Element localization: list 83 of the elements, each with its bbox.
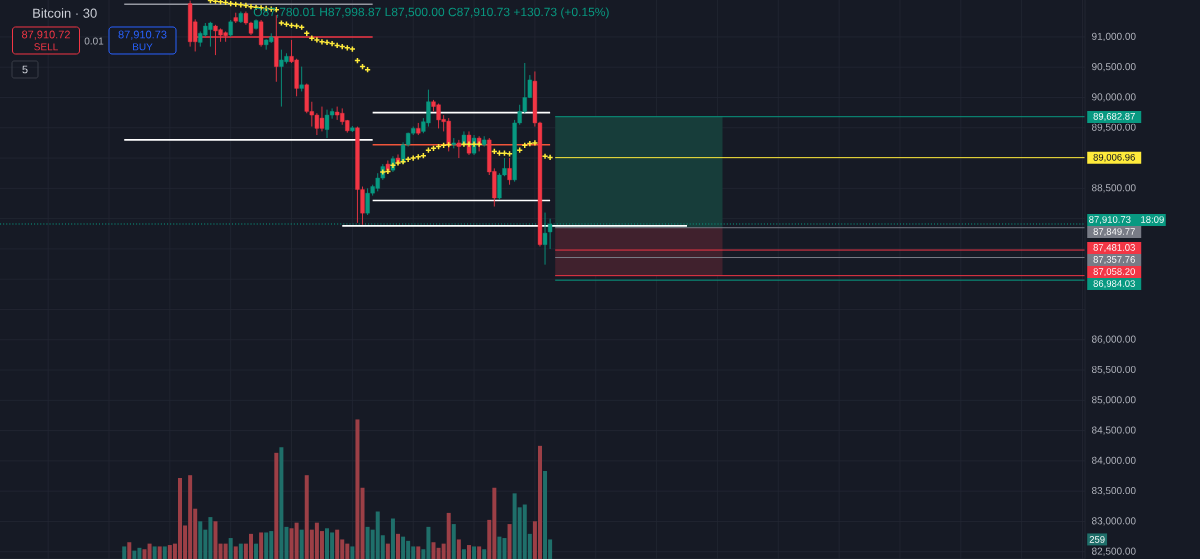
bar xyxy=(477,546,482,559)
bar xyxy=(335,529,340,559)
y-tick-label: 83,500.00 xyxy=(1091,487,1136,496)
text: Bitcoin · 30 xyxy=(33,8,97,18)
ref-line-label: 87,058.20 xyxy=(1093,268,1135,277)
bar xyxy=(254,543,259,559)
y-tick-label: 89,500.00 xyxy=(1091,123,1136,132)
candlestick xyxy=(299,66,304,92)
bar xyxy=(396,533,401,559)
ref-line-label: 89,006.96 xyxy=(1093,153,1135,162)
y-tick-label: 85,500.00 xyxy=(1091,365,1136,375)
bar xyxy=(127,542,132,559)
bar xyxy=(385,543,390,559)
bar xyxy=(162,546,167,559)
bar xyxy=(132,550,137,559)
y-tick-label: 83,000.00 xyxy=(1091,517,1136,526)
bar xyxy=(482,549,487,559)
bar xyxy=(299,529,304,559)
bar xyxy=(279,447,284,559)
bar xyxy=(390,518,395,559)
bar xyxy=(401,536,406,559)
bar xyxy=(198,521,203,559)
y-tick-label: 90,000.00 xyxy=(1092,93,1136,102)
ref-line-label: 87,481.03 xyxy=(1093,244,1135,252)
bar xyxy=(238,543,243,559)
annotation: 87,910.73 xyxy=(118,30,167,40)
bar xyxy=(497,536,502,559)
ref-line-label: 87,849.77 xyxy=(1093,228,1135,237)
y-tick-label: 84,500.00 xyxy=(1091,426,1136,435)
annotation: 87,910.72 xyxy=(22,30,70,40)
bar xyxy=(152,546,157,559)
y-tick-label: 90,500.00 xyxy=(1092,63,1136,72)
annotation: O87,780.01 H87,998.87 L87,500.00 C87,910.73 +130.73 (+0.15%) xyxy=(253,7,609,19)
annotation: BUY xyxy=(133,43,153,51)
bar xyxy=(537,445,542,559)
bar xyxy=(274,452,279,559)
bar xyxy=(507,524,512,559)
text: 259 xyxy=(1089,536,1105,543)
ref-line-label: 86,984.03 xyxy=(1093,280,1135,289)
point xyxy=(531,139,539,147)
bar xyxy=(350,546,355,559)
bar xyxy=(543,470,548,559)
y-tick-label: 86,000.00 xyxy=(1091,335,1136,344)
ref-line-label: 87,357.76 xyxy=(1093,256,1135,264)
bar xyxy=(223,543,228,559)
text: 18:09 xyxy=(1141,216,1164,223)
point xyxy=(470,140,478,148)
bar xyxy=(466,545,471,559)
candlestick xyxy=(456,139,461,159)
annotation: 0.01 xyxy=(84,37,104,45)
ref-line-label: 87,910.73 xyxy=(1089,216,1131,225)
bar xyxy=(472,546,477,559)
bar xyxy=(461,549,466,559)
point xyxy=(465,140,473,148)
point xyxy=(394,159,402,167)
bar xyxy=(446,512,451,559)
bar xyxy=(355,419,360,559)
bar xyxy=(122,546,127,559)
bar xyxy=(259,532,264,559)
candlestick xyxy=(507,157,512,186)
bar xyxy=(213,521,218,559)
bar xyxy=(451,524,456,559)
y-tick-label: 91,000.00 xyxy=(1092,32,1136,42)
bar xyxy=(233,546,238,559)
bar xyxy=(325,528,330,559)
bar xyxy=(416,546,421,559)
annotation: SELL xyxy=(34,43,58,51)
y-tick-label: 85,000.00 xyxy=(1091,396,1136,405)
bar xyxy=(147,543,152,559)
bar xyxy=(294,522,299,559)
ref-line-label: 89,682.87 xyxy=(1093,112,1135,121)
bar xyxy=(360,487,365,559)
point xyxy=(409,154,417,162)
y-tick-label: 84,000.00 xyxy=(1091,456,1136,466)
bar xyxy=(228,538,233,559)
y-tick-label: 82,500.00 xyxy=(1091,547,1136,556)
bar xyxy=(157,546,162,559)
annotation: 5 xyxy=(22,65,28,74)
point xyxy=(460,140,468,148)
bar xyxy=(264,532,269,559)
bar xyxy=(248,533,253,559)
bar xyxy=(456,539,461,559)
y-tick-label: 88,500.00 xyxy=(1091,184,1136,193)
